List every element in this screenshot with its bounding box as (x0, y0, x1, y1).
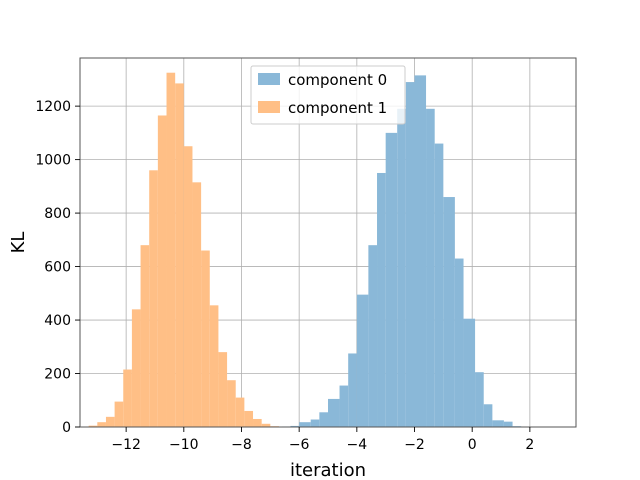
bar-component-0-20 (475, 372, 484, 427)
bar-component-0-12 (397, 108, 406, 427)
bar-component-0-3 (310, 419, 320, 427)
bar-component-0-2 (299, 422, 311, 427)
bar-component-0-22 (492, 420, 504, 427)
bar-component-1-14 (209, 305, 219, 427)
legend: component 0 component 1 (250, 65, 406, 125)
bar-component-0-11 (385, 132, 398, 427)
bar-component-1-9 (166, 72, 176, 428)
x-axis-label: iteration (290, 460, 366, 480)
bar-component-0-8 (356, 294, 369, 427)
bar-component-1-12 (192, 182, 202, 427)
bar-component-1-7 (149, 170, 158, 427)
x-axis-ticks: −12 −10 −8 −6 −4 −2 0 2 (111, 427, 534, 453)
bar-component-1-15 (218, 352, 228, 427)
y-tick-label-0: 0 (62, 420, 71, 436)
bar-component-0-10 (377, 172, 386, 427)
plot-frame (79, 57, 577, 428)
bar-component-1-10 (175, 83, 184, 428)
legend-swatch-component-0 (258, 73, 280, 85)
bar-component-0-17 (443, 197, 455, 427)
y-tick-label-6: 1200 (35, 99, 71, 115)
bar-component-1-4 (123, 369, 132, 427)
bar-component-0-5 (328, 398, 340, 427)
bar-component-1-18 (244, 410, 254, 427)
legend-label-component-0: component 0 (288, 71, 387, 89)
bar-component-1-17 (235, 397, 245, 427)
bar-component-1-19 (253, 418, 262, 427)
bar-component-0-6 (339, 385, 349, 427)
bar-component-0-21 (483, 404, 493, 427)
bar-component-0-15 (426, 108, 435, 427)
bar-component-1-8 (157, 115, 167, 427)
x-tick-label-3: −6 (289, 437, 310, 453)
bar-component-0-7 (348, 353, 357, 427)
x-tick-label-1: −10 (169, 437, 199, 453)
y-tick-label-3: 600 (44, 260, 71, 276)
y-tick-label-1: 200 (44, 367, 71, 383)
y-tick-label-5: 1000 (35, 153, 71, 169)
bar-component-1-0 (88, 425, 98, 427)
legend-box (250, 65, 406, 125)
bar-component-1-13 (201, 250, 210, 427)
x-tick-label-4: −4 (347, 437, 368, 453)
y-axis-ticks: 0 200 400 600 800 1000 1200 (35, 99, 80, 436)
bar-component-0-1 (290, 425, 300, 427)
y-axis-label: KL (8, 232, 29, 254)
x-tick-label-2: −8 (231, 437, 252, 453)
bar-component-0-16 (434, 143, 444, 427)
y-tick-label-4: 800 (44, 206, 71, 222)
bar-component-0-9 (368, 245, 378, 427)
bar-component-1-11 (183, 146, 193, 427)
x-tick-label-5: −2 (404, 437, 425, 453)
bar-component-1-5 (131, 309, 141, 427)
x-tick-label-7: 2 (525, 437, 534, 453)
bar-component-0-13 (405, 82, 415, 427)
bar-component-1-3 (114, 401, 124, 427)
bar-component-0-23 (503, 421, 513, 427)
bar-component-1-20 (261, 423, 271, 427)
bar-component-0-4 (319, 412, 328, 427)
bar-component-0-14 (414, 75, 427, 427)
bar-component-1-6 (140, 245, 150, 427)
x-tick-label-6: 0 (468, 437, 477, 453)
legend-swatch-component-1 (258, 101, 280, 113)
bars (88, 72, 562, 428)
bar-component-1-2 (105, 416, 115, 427)
legend-label-component-1: component 1 (288, 99, 387, 117)
x-tick-label-0: −12 (111, 437, 141, 453)
bar-component-1-1 (97, 422, 106, 427)
bar-component-0-18 (454, 258, 464, 427)
bar-component-1-16 (227, 380, 236, 427)
bar-component-0-19 (463, 318, 476, 427)
y-tick-label-2: 400 (44, 313, 71, 329)
